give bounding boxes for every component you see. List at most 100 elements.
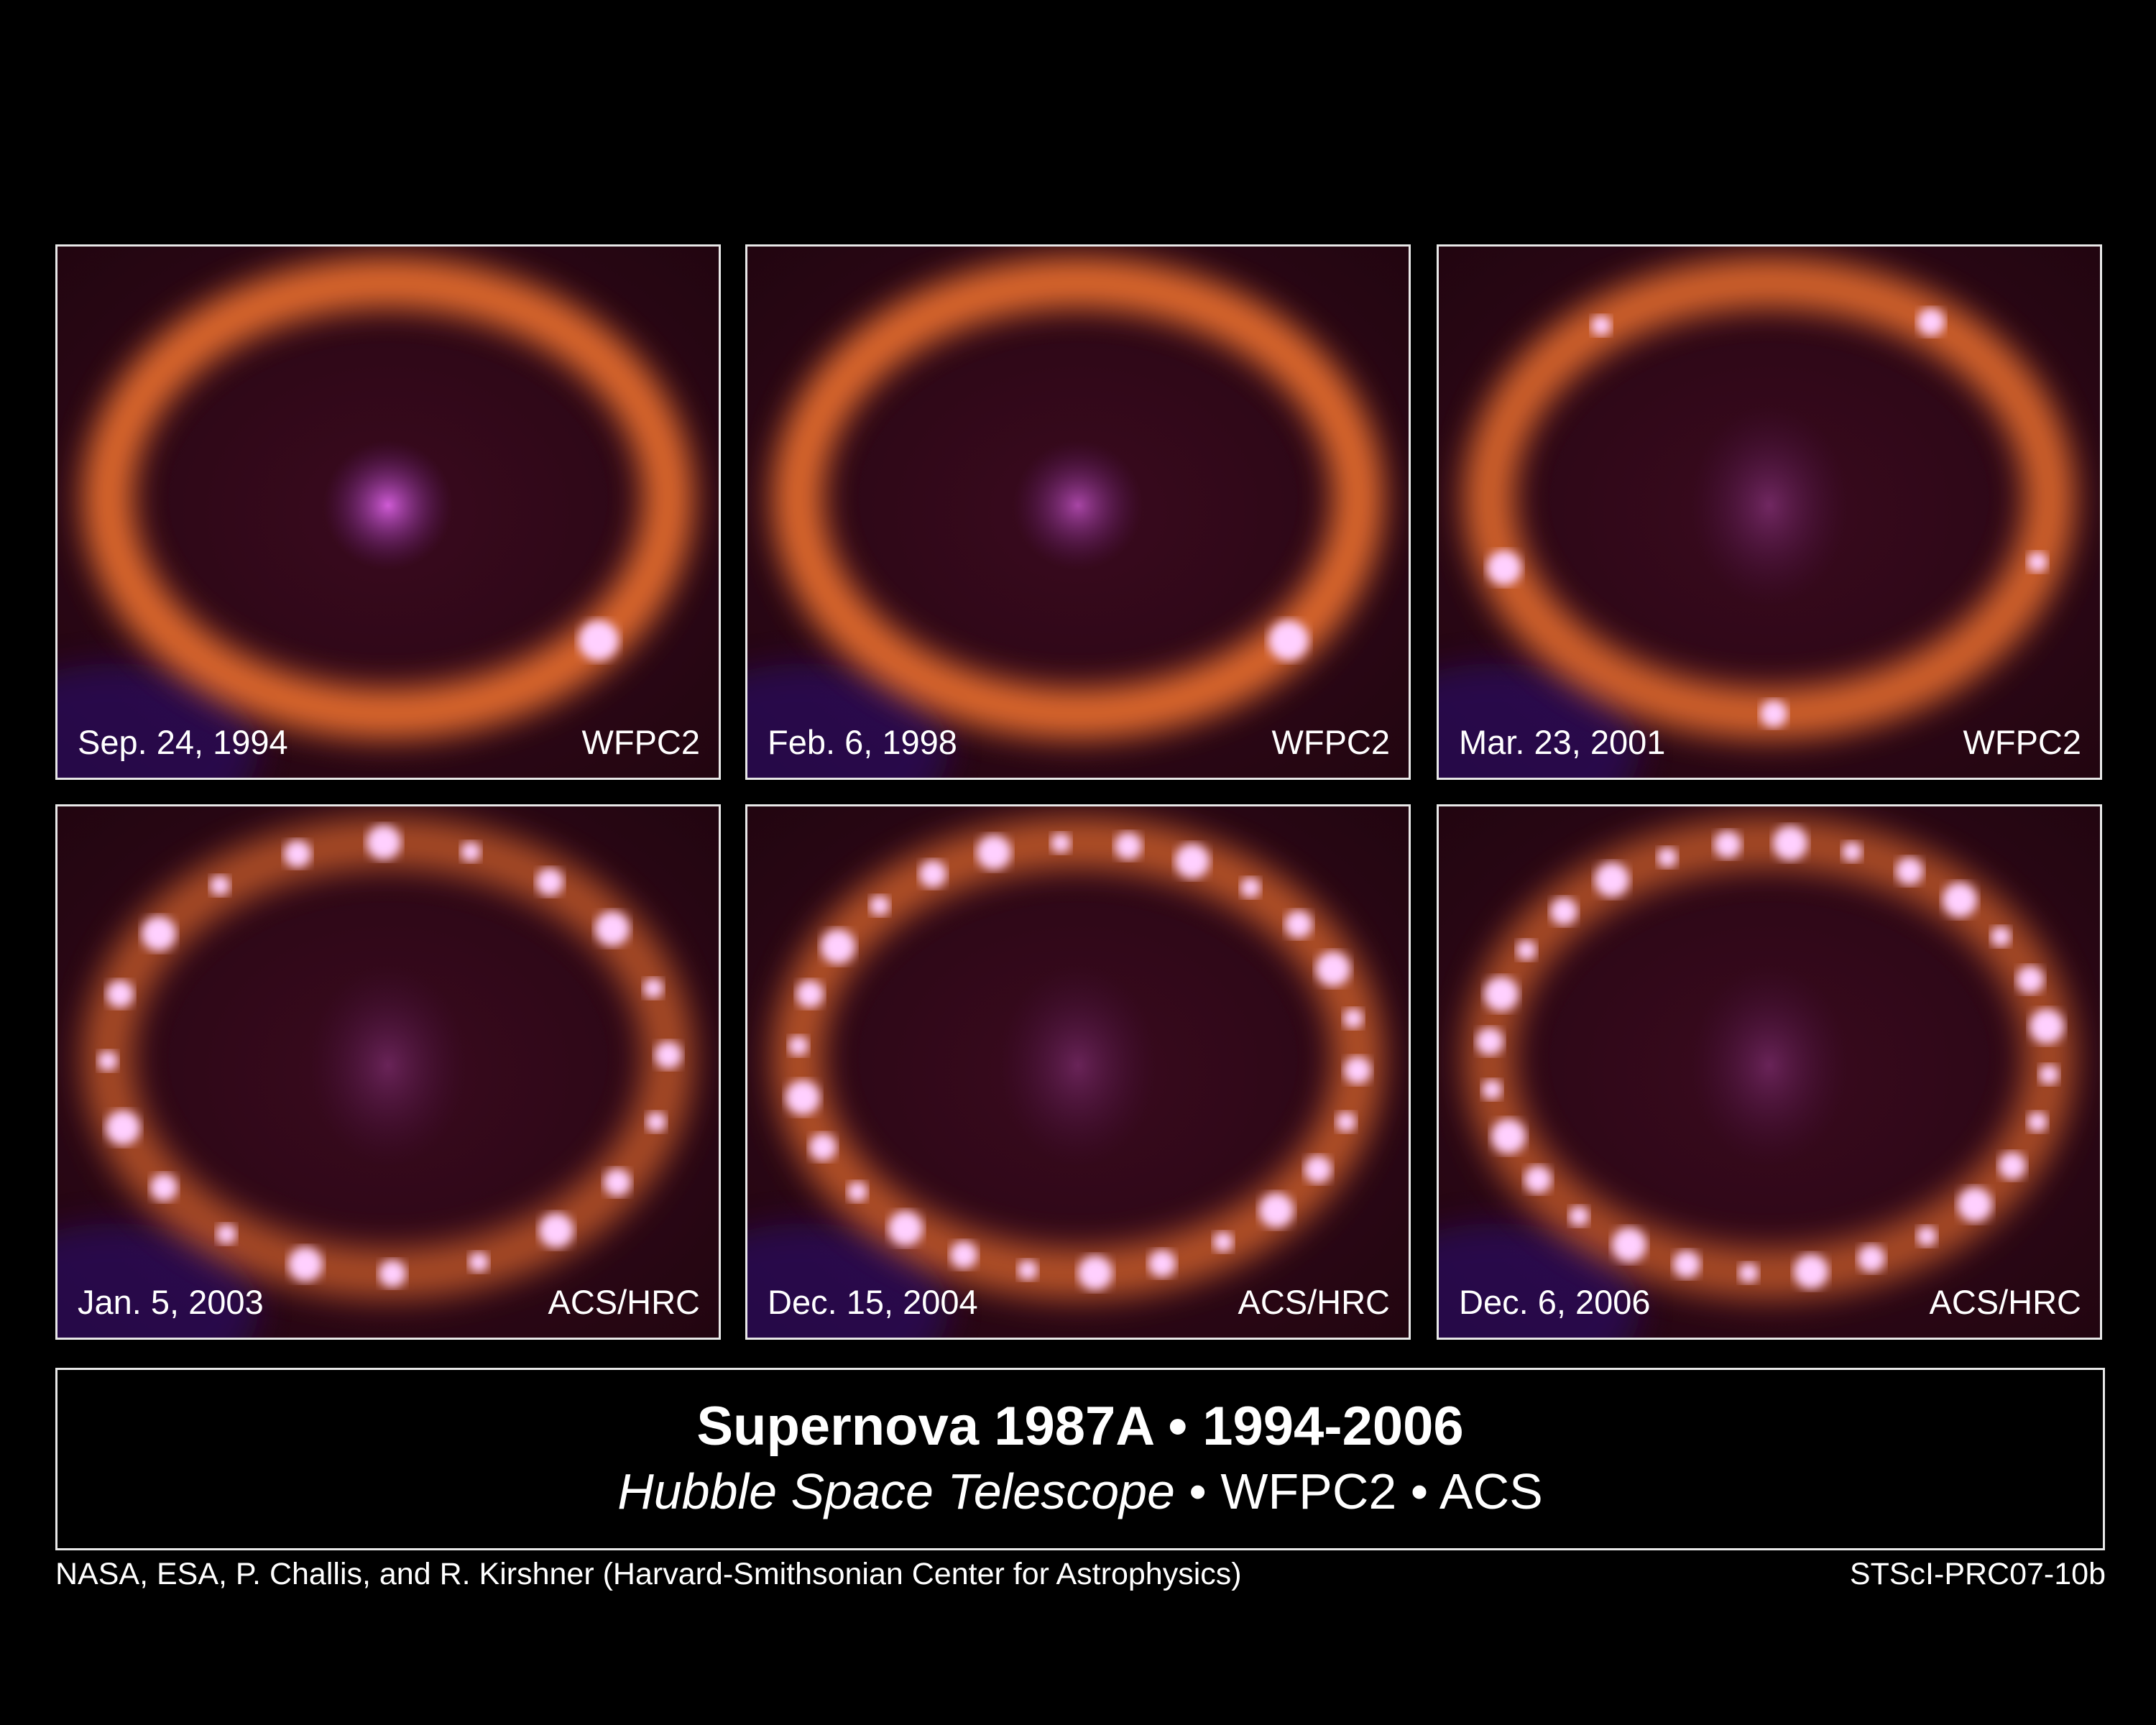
hotspot <box>888 1211 923 1246</box>
hotspot <box>1078 1256 1112 1290</box>
hotspot <box>847 1182 867 1202</box>
hotspot <box>1304 1156 1332 1183</box>
hotspot <box>1343 1008 1363 1029</box>
hotspot <box>1738 1263 1759 1283</box>
instrument-label: WFPC2 <box>581 723 701 761</box>
observation-date: Feb. 6, 1998 <box>768 723 957 761</box>
hotspot <box>796 980 824 1008</box>
hotspot <box>1175 844 1210 878</box>
supernova-image-panel: Feb. 6, 1998 WFPC2 <box>745 244 1411 780</box>
instrument-label: ACS/HRC <box>548 1283 700 1321</box>
supernova-image-panel: Jan. 5, 2003 ACS/HRC <box>55 804 721 1340</box>
hotspot <box>1476 1028 1503 1055</box>
hotspot <box>1268 620 1309 661</box>
hotspot <box>1999 1152 2026 1179</box>
hotspot <box>1794 1254 1828 1289</box>
hotspot <box>1285 911 1312 938</box>
hotspot <box>1595 862 1629 897</box>
hotspot <box>1991 926 2011 947</box>
hotspot <box>1051 833 1071 853</box>
hotspot <box>655 1041 682 1069</box>
hotspot <box>1344 1057 1371 1084</box>
supernova-image-panel: Sep. 24, 1994 WFPC2 <box>55 244 721 780</box>
caption-box: Supernova 1987A • 1994-2006 Hubble Space… <box>55 1368 2105 1550</box>
hotspot <box>595 911 630 946</box>
hotspot <box>1550 898 1577 925</box>
hotspot <box>821 929 855 964</box>
hotspot <box>646 1112 666 1132</box>
supernova-ring-image <box>57 806 719 1338</box>
hotspot <box>1213 1232 1233 1252</box>
hotspot <box>788 1036 808 1056</box>
hotspot <box>1612 1228 1646 1262</box>
hotspot <box>2027 552 2047 572</box>
hotspot <box>1240 878 1261 898</box>
caption-subtitle: Hubble Space Telescope • WFPC2 • ACS <box>57 1459 2103 1524</box>
instrument-label: WFPC2 <box>1271 723 1391 761</box>
hotspot <box>469 1252 489 1272</box>
hotspot <box>1524 1166 1552 1193</box>
hotspot <box>2017 966 2044 993</box>
hotspot <box>1482 1080 1502 1100</box>
hotspot <box>539 1213 573 1248</box>
credit-line: NASA, ESA, P. Challis, and R. Kirshner (… <box>55 1557 1242 1591</box>
hotspot <box>1714 831 1741 858</box>
hotspot <box>1148 1250 1176 1277</box>
hotspot <box>2030 1009 2064 1044</box>
supernova-ring-image <box>1439 247 2100 778</box>
hotspot <box>379 1260 406 1287</box>
hotspot <box>1858 1245 1885 1272</box>
hotspot <box>1516 940 1537 960</box>
hotspot <box>1316 952 1350 986</box>
hotspot <box>1491 1119 1526 1154</box>
supernova-ring-image <box>747 806 1409 1338</box>
hotspot <box>367 825 401 860</box>
hotspot <box>2027 1112 2047 1132</box>
hotspot <box>106 1110 140 1145</box>
observation-date: Dec. 15, 2004 <box>768 1283 978 1321</box>
hotspot <box>461 842 481 862</box>
hotspot <box>643 978 663 998</box>
caption-title: Supernova 1987A • 1994-2006 <box>696 1396 1464 1457</box>
instrument-label: ACS/HRC <box>1238 1283 1390 1321</box>
hotspot <box>142 916 176 951</box>
hotspot <box>1657 847 1677 868</box>
hotspot <box>1673 1251 1700 1278</box>
observation-date: Jan. 5, 2003 <box>78 1283 264 1321</box>
hotspot <box>1018 1260 1038 1280</box>
hotspot <box>977 835 1011 870</box>
hotspot <box>1484 977 1519 1011</box>
hotspot <box>1591 316 1611 336</box>
hotspot <box>1896 857 1923 885</box>
hotspot <box>1773 826 1807 860</box>
hotspot <box>1760 700 1787 727</box>
supernova-image-panel: Dec. 6, 2006 ACS/HRC <box>1437 804 2102 1340</box>
hotspot <box>536 868 563 896</box>
supernova-ring-image <box>747 247 1409 778</box>
hotspot <box>870 896 890 916</box>
hotspot <box>2039 1064 2059 1085</box>
hotspot <box>1569 1206 1589 1226</box>
telescope-name: Hubble Space Telescope <box>617 1463 1175 1519</box>
supernova-ring-image <box>1439 806 2100 1338</box>
hotspot <box>809 1133 837 1161</box>
hotspot <box>150 1174 178 1201</box>
hotspot <box>786 1080 820 1115</box>
observation-date: Mar. 23, 2001 <box>1459 723 1666 761</box>
hotspot <box>1943 883 1977 917</box>
hotspot <box>604 1169 631 1196</box>
instrument-label: WFPC2 <box>1963 723 2082 761</box>
hotspot <box>1487 551 1521 585</box>
hotspot <box>1115 832 1142 860</box>
hotspot <box>1958 1187 1992 1222</box>
hotspot <box>288 1247 323 1282</box>
hotspot <box>284 840 311 868</box>
supernova-image-panel: Mar. 23, 2001 WFPC2 <box>1437 244 2102 780</box>
hotspot <box>1259 1193 1294 1228</box>
hotspot <box>1917 1226 1937 1246</box>
hotspot <box>579 620 619 661</box>
release-id: STScI-PRC07-10b <box>1849 1557 2106 1591</box>
observation-date: Sep. 24, 1994 <box>78 723 288 761</box>
hotspot <box>1842 842 1862 862</box>
hotspot <box>1917 308 1945 336</box>
